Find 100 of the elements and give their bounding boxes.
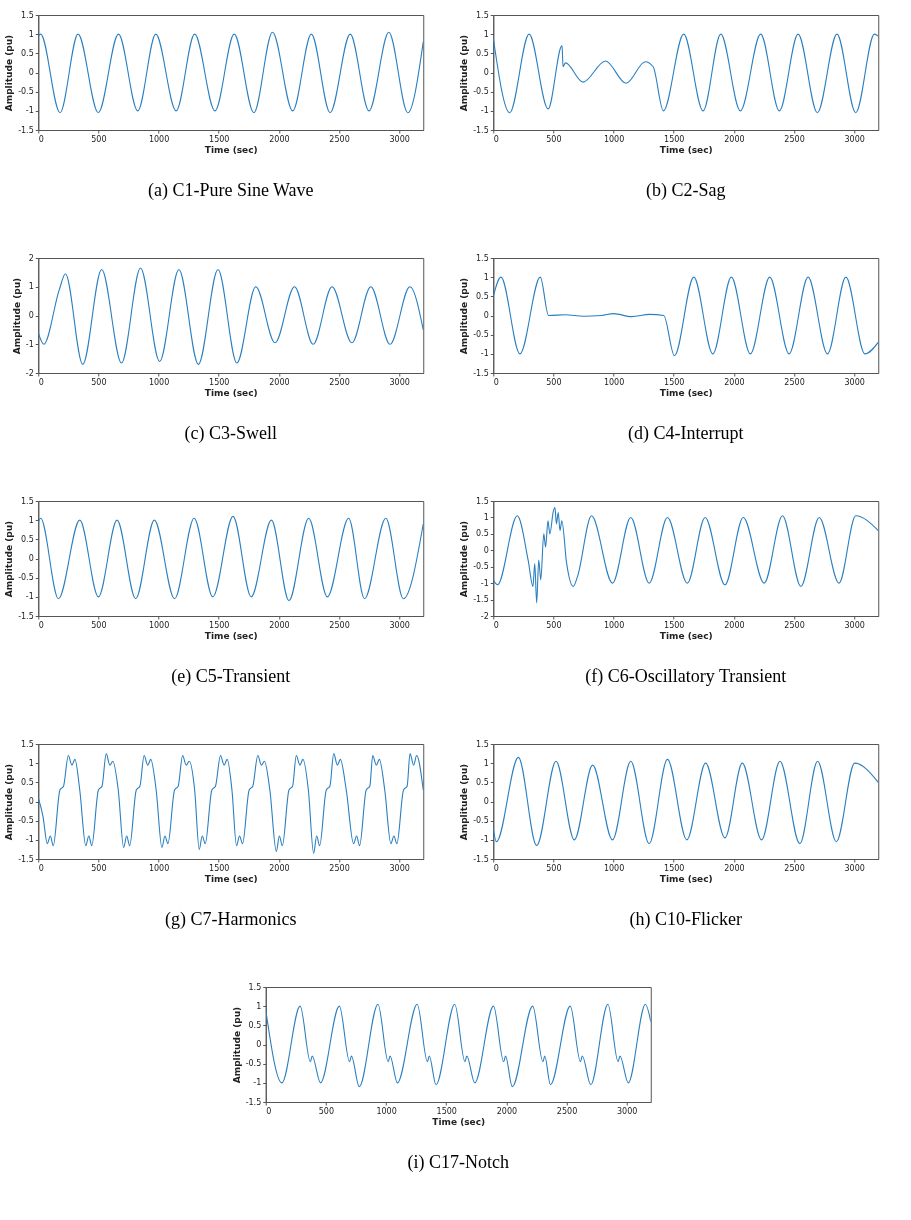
x-tick-label: 1000 [603,134,625,144]
y-tick-label: -0.5 [18,816,34,826]
y-tick-label: 0 [483,797,489,806]
y-tick-label: 1 [483,29,489,39]
text: (f) C6-Oscillatory Transient [585,666,787,687]
line-series [38,753,424,854]
y-tick-label: -2 [25,368,34,378]
x-tick-label: 500 [546,377,562,387]
y-tick-label: -1 [253,1078,262,1088]
x-tick-label: 0 [38,620,44,630]
text: (c) C3-Swell [184,423,277,444]
x-tick-label: 0 [266,1106,272,1116]
x-axis-title: Time (sec) [204,630,258,641]
x-tick-label: 1500 [436,1106,457,1116]
x-tick-label: 1500 [664,620,685,630]
y-tick-label: 1 [28,282,34,292]
x-tick-label: 0 [493,134,499,144]
x-tick-label: 2500 [329,620,350,630]
x-axis-title: Time (sec) [659,387,713,398]
x-tick-label: 3000 [844,134,865,144]
y-tick-label: 1.5 [476,739,489,749]
x-tick-label: 500 [546,134,562,144]
y-tick-label: 0 [28,797,34,806]
x-tick-label: 1500 [209,863,230,873]
x-tick-label: 3000 [389,620,410,630]
y-axis-title: Amplitude (pu) [4,520,15,598]
y-tick-label: 1.5 [476,496,489,506]
line-series [38,515,424,602]
x-tick-label: 2000 [724,134,745,144]
y-tick-label: 0.5 [21,534,34,544]
x-tick-label: 1000 [148,863,170,873]
y-tick-label: -0.5 [245,1059,262,1069]
x-tick-label: 1000 [376,1106,397,1116]
x-tick-label: 1500 [209,620,230,630]
y-tick-label: 2 [28,253,34,263]
y-tick-label: 1 [483,758,489,768]
y-tick-label: -2 [480,611,489,621]
y-axis-title: Amplitude (pu) [231,1006,242,1084]
x-tick-label: 3000 [389,377,410,387]
y-tick-label: 0 [28,311,34,320]
x-tick-label: 1500 [209,377,230,387]
y-tick-label: -1.5 [473,125,489,135]
y-tick-label: -0.5 [473,562,489,572]
text: (a) C1-Pure Sine Wave [147,180,314,201]
x-tick-label: 2500 [556,1106,578,1116]
y-axis-title: Amplitude (pu) [4,34,15,112]
y-tick-label: -1 [25,106,34,116]
x-axis-title: Time (sec) [204,387,258,398]
x-tick-label: 2000 [269,377,290,387]
x-tick-label: 2000 [269,863,290,873]
y-tick-label: -0.5 [473,87,489,97]
x-tick-label: 2500 [784,377,805,387]
y-tick-label: 1.5 [21,739,34,749]
y-tick-label: 0.5 [476,529,489,539]
x-tick-label: 500 [91,863,107,873]
x-tick-label: 2000 [269,134,290,144]
y-tick-label: -1 [480,349,489,359]
line-series [493,756,879,847]
x-axis-title: Time (sec) [432,1116,486,1127]
x-tick-label: 1000 [148,134,170,144]
x-tick-label: 2500 [329,863,350,873]
y-tick-label: 0.5 [476,291,489,301]
y-tick-label: 1 [256,1001,262,1011]
y-tick-label: -1.5 [18,611,34,621]
y-axis-title: Amplitude (pu) [459,520,470,598]
x-tick-label: 2500 [329,134,350,144]
x-tick-label: 2000 [724,377,745,387]
x-tick-label: 1000 [148,620,170,630]
line-series [38,31,424,114]
y-tick-label: 1.5 [248,982,262,992]
x-tick-label: 3000 [617,1106,638,1116]
y-tick-label: 1.5 [476,253,489,263]
x-tick-label: 0 [493,377,499,387]
x-tick-label: 1000 [148,377,170,387]
x-tick-label: 3000 [844,863,865,873]
x-axis-title: Time (sec) [659,144,713,155]
x-tick-label: 1500 [664,134,685,144]
y-tick-label: 1 [483,512,489,522]
x-tick-label: 500 [91,134,107,144]
y-tick-label: -0.5 [18,573,34,583]
y-tick-label: 0 [28,68,34,77]
y-axis-title: Amplitude (pu) [459,34,470,112]
y-axis-title: Amplitude (pu) [11,277,22,355]
x-tick-label: 3000 [844,620,865,630]
x-tick-label: 500 [546,620,562,630]
x-tick-label: 0 [38,134,44,144]
y-tick-label: 0 [28,554,34,563]
y-tick-label: -0.5 [473,816,489,826]
y-tick-label: 1 [28,758,34,768]
y-tick-label: 1 [28,29,34,39]
y-tick-label: -1 [480,835,489,845]
y-tick-label: -1.5 [473,854,489,864]
y-tick-label: -1 [25,339,34,349]
line-series [493,276,879,357]
x-tick-label: 2000 [724,620,745,630]
y-tick-label: 1.5 [476,10,489,20]
x-tick-label: 1500 [209,134,230,144]
x-tick-label: 500 [318,1106,335,1116]
x-tick-label: 500 [91,377,107,387]
line-series [493,507,879,604]
